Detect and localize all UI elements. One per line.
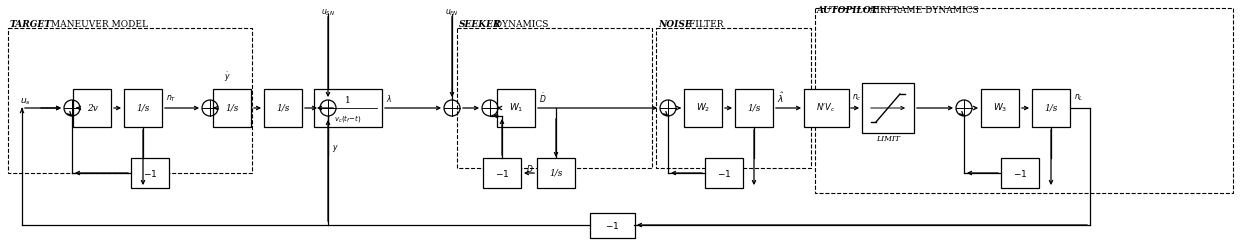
Bar: [656, 28, 811, 168]
Bar: [590, 213, 635, 238]
Text: $n_L$: $n_L$: [1074, 93, 1084, 103]
Text: $-1$: $-1$: [717, 167, 732, 179]
Bar: [684, 89, 722, 127]
Text: 1/s: 1/s: [748, 104, 760, 113]
Bar: [497, 89, 534, 127]
Text: $\dot{D}$: $\dot{D}$: [539, 91, 547, 105]
Text: DYNAMICS: DYNAMICS: [492, 20, 548, 29]
Bar: [484, 158, 521, 188]
Text: $D$: $D$: [526, 163, 533, 174]
Text: AIRFRAME DYNAMICS: AIRFRAME DYNAMICS: [867, 6, 978, 15]
Text: MANEUVER MODEL: MANEUVER MODEL: [48, 20, 148, 29]
Bar: [458, 28, 652, 168]
Bar: [314, 89, 382, 127]
Text: 1/s: 1/s: [549, 168, 563, 177]
Text: $\dot{y}$: $\dot{y}$: [223, 70, 231, 84]
Text: SEEKER: SEEKER: [459, 20, 501, 29]
Text: $W_1$: $W_1$: [508, 102, 523, 114]
Text: $N'V_c$: $N'V_c$: [816, 102, 836, 114]
Text: $u_{SN}$: $u_{SN}$: [321, 8, 335, 18]
Text: $\lambda$: $\lambda$: [386, 93, 392, 104]
Bar: [815, 8, 1233, 193]
Text: $n_c$: $n_c$: [852, 93, 862, 103]
Text: 1/s: 1/s: [226, 104, 238, 113]
Text: $W_2$: $W_2$: [696, 102, 711, 114]
Bar: [706, 158, 743, 188]
Text: $n_T$: $n_T$: [166, 94, 176, 104]
Text: FILTER: FILTER: [686, 20, 723, 29]
Text: $W_3$: $W_3$: [993, 102, 1007, 114]
Text: $-1$: $-1$: [1013, 167, 1027, 179]
Bar: [735, 89, 773, 127]
Bar: [264, 89, 303, 127]
Text: 1: 1: [345, 95, 351, 104]
Text: $\hat{\lambda}$: $\hat{\lambda}$: [777, 91, 785, 105]
Bar: [124, 89, 162, 127]
Bar: [73, 89, 112, 127]
Text: $v_c(t_f{-}t)$: $v_c(t_f{-}t)$: [335, 113, 362, 123]
Text: $u_{FN}$: $u_{FN}$: [445, 8, 459, 18]
Bar: [1032, 89, 1070, 127]
Text: 1/s: 1/s: [277, 104, 290, 113]
Bar: [804, 89, 849, 127]
Bar: [862, 83, 914, 133]
Bar: [1001, 158, 1039, 188]
Text: NOISE: NOISE: [658, 20, 692, 29]
Text: 1/s: 1/s: [1044, 104, 1058, 113]
Text: 2v: 2v: [87, 104, 98, 113]
Text: AUTOPILOT: AUTOPILOT: [817, 6, 878, 15]
Text: $y$: $y$: [332, 142, 339, 154]
Text: $-1$: $-1$: [605, 219, 619, 231]
Text: TARGET: TARGET: [10, 20, 52, 29]
Bar: [131, 158, 169, 188]
Bar: [213, 89, 250, 127]
Text: LIMIT: LIMIT: [875, 135, 900, 143]
Bar: [7, 28, 252, 173]
Text: $u_s$: $u_s$: [20, 97, 31, 107]
Text: $-1$: $-1$: [143, 167, 157, 179]
Text: 1/s: 1/s: [136, 104, 150, 113]
Bar: [981, 89, 1019, 127]
Text: $-1$: $-1$: [495, 167, 510, 179]
Bar: [537, 158, 575, 188]
